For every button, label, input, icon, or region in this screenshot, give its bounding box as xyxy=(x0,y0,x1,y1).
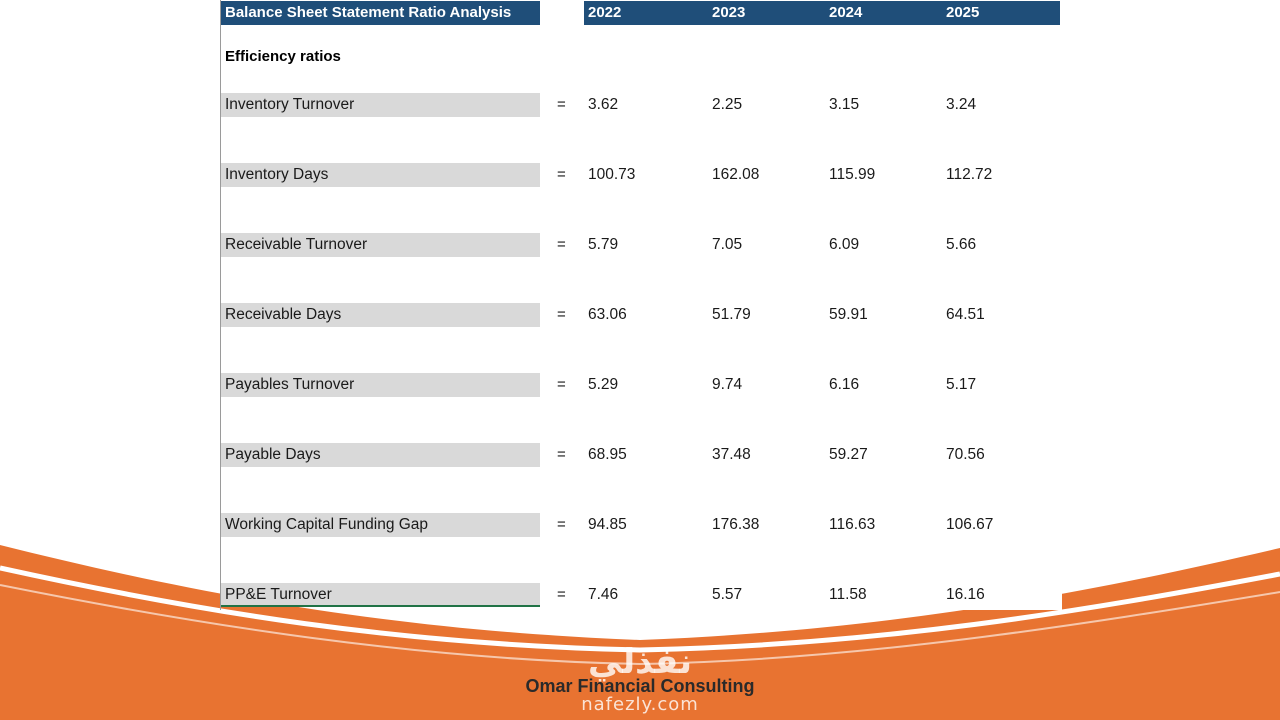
row-label[interactable]: Working Capital Funding Gap xyxy=(221,513,540,537)
table-row: Payable Days = 68.95 37.48 59.27 70.56 xyxy=(0,443,1280,467)
value-cell[interactable]: 70.56 xyxy=(946,446,985,463)
value-cell[interactable]: 3.62 xyxy=(588,96,619,113)
table-row: Receivable Turnover = 5.79 7.05 6.09 5.6… xyxy=(0,233,1280,257)
value-cell[interactable]: 3.24 xyxy=(946,96,977,113)
table-row: PP&E Turnover = 7.46 5.57 11.58 16.16 xyxy=(0,583,1280,607)
value-cell[interactable]: 6.16 xyxy=(829,376,860,393)
value-cell[interactable]: 7.05 xyxy=(712,236,743,253)
year-header-2022[interactable]: 2022 xyxy=(588,4,622,21)
row-label[interactable]: Payables Turnover xyxy=(221,373,540,397)
table-row: Payables Turnover = 5.29 9.74 6.16 5.17 xyxy=(0,373,1280,397)
row-label[interactable]: Inventory Days xyxy=(221,163,540,187)
row-label[interactable]: Payable Days xyxy=(221,443,540,467)
equals-sign: = xyxy=(557,516,566,533)
equals-sign: = xyxy=(557,376,566,393)
value-cell[interactable]: 100.73 xyxy=(588,166,636,183)
value-cell[interactable]: 11.58 xyxy=(829,586,867,603)
value-cell[interactable]: 63.06 xyxy=(588,306,627,323)
column-border xyxy=(220,0,221,610)
year-header-2023[interactable]: 2023 xyxy=(712,4,746,21)
value-cell[interactable]: 106.67 xyxy=(946,516,994,533)
value-cell[interactable]: 51.79 xyxy=(712,306,751,323)
value-cell[interactable]: 64.51 xyxy=(946,306,985,323)
value-cell[interactable]: 176.38 xyxy=(712,516,760,533)
sheet-title[interactable]: Balance Sheet Statement Ratio Analysis xyxy=(221,1,540,25)
value-cell[interactable]: 94.85 xyxy=(588,516,627,533)
row-label[interactable]: PP&E Turnover xyxy=(221,583,540,607)
equals-sign: = xyxy=(557,446,566,463)
value-cell[interactable]: 5.79 xyxy=(588,236,619,253)
equals-sign: = xyxy=(557,306,566,323)
equals-sign: = xyxy=(557,96,566,113)
table-row: Inventory Turnover = 3.62 2.25 3.15 3.24 xyxy=(0,93,1280,117)
row-label[interactable]: Inventory Turnover xyxy=(221,93,540,117)
value-cell[interactable]: 116.63 xyxy=(829,516,876,533)
section-title[interactable]: Efficiency ratios xyxy=(225,48,341,65)
value-cell[interactable]: 68.95 xyxy=(588,446,627,463)
year-header-2025[interactable]: 2025 xyxy=(946,4,980,21)
value-cell[interactable]: 59.91 xyxy=(829,306,868,323)
value-cell[interactable]: 9.74 xyxy=(712,376,743,393)
value-cell[interactable]: 115.99 xyxy=(829,166,876,183)
equals-sign: = xyxy=(557,236,566,253)
watermark-url: nafezly.com xyxy=(581,694,699,715)
value-cell[interactable]: 16.16 xyxy=(946,586,985,603)
value-cell[interactable]: 59.27 xyxy=(829,446,868,463)
value-cell[interactable]: 5.29 xyxy=(588,376,619,393)
value-cell[interactable]: 5.17 xyxy=(946,376,977,393)
equals-sign: = xyxy=(557,166,566,183)
value-cell[interactable]: 162.08 xyxy=(712,166,760,183)
value-cell[interactable]: 6.09 xyxy=(829,236,860,253)
value-cell[interactable]: 112.72 xyxy=(946,166,993,183)
row-label[interactable]: Receivable Days xyxy=(221,303,540,327)
watermark-logo: نفذلي xyxy=(587,643,693,681)
year-header-2024[interactable]: 2024 xyxy=(829,4,863,21)
table-row: Working Capital Funding Gap = 94.85 176.… xyxy=(0,513,1280,537)
value-cell[interactable]: 3.15 xyxy=(829,96,860,113)
nafezly-watermark: نفذلي nafezly.com xyxy=(560,640,720,720)
value-cell[interactable]: 2.25 xyxy=(712,96,743,113)
value-cell[interactable]: 37.48 xyxy=(712,446,751,463)
table-row: Inventory Days = 100.73 162.08 115.99 11… xyxy=(0,163,1280,187)
year-header-bar: 2022 2023 2024 2025 xyxy=(584,1,1060,25)
sheet-cell-area xyxy=(540,560,1062,610)
value-cell[interactable]: 5.57 xyxy=(712,586,743,603)
equals-sign: = xyxy=(557,586,566,603)
company-name: Omar Financial Consulting xyxy=(525,676,755,696)
value-cell[interactable]: 5.66 xyxy=(946,236,977,253)
row-label[interactable]: Receivable Turnover xyxy=(221,233,540,257)
value-cell[interactable]: 7.46 xyxy=(588,586,619,603)
table-row: Receivable Days = 63.06 51.79 59.91 64.5… xyxy=(0,303,1280,327)
